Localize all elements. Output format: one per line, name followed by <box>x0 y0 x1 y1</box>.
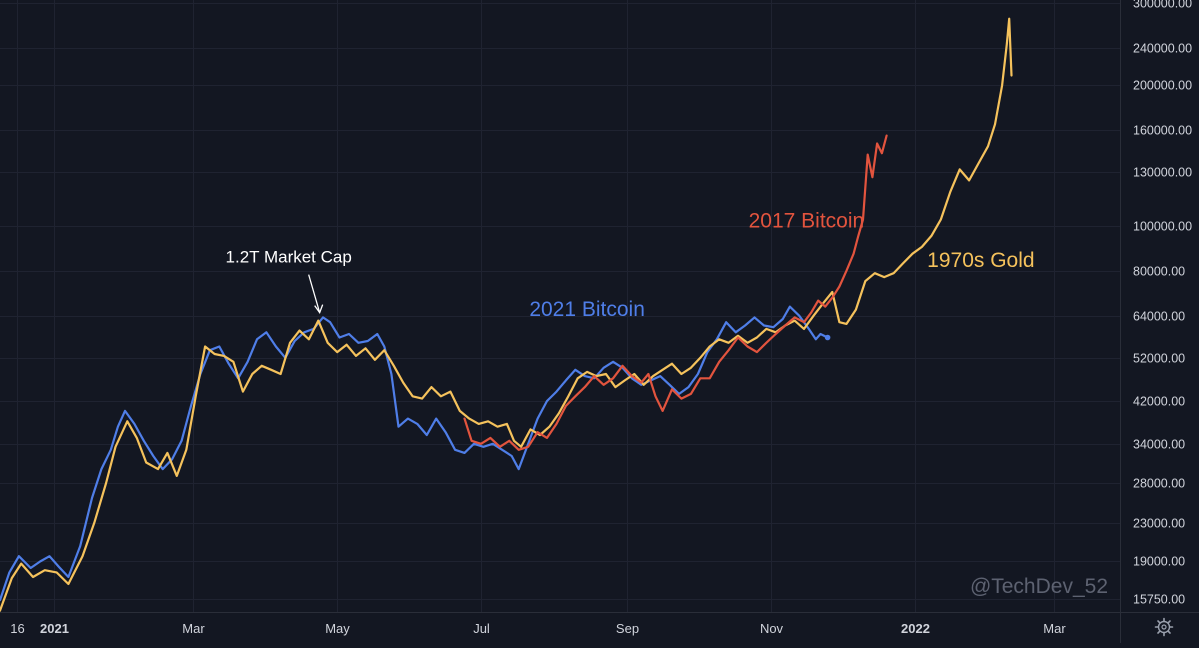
x-tick-label: 16 <box>10 621 24 636</box>
y-tick-label: 300000.00 <box>1133 0 1192 11</box>
x-tick-label: May <box>325 621 350 636</box>
y-tick-label: 130000.00 <box>1133 166 1192 180</box>
price-axis[interactable]: 300000.00 240000.00 200000.00 160000.00 1300… <box>1133 0 1192 607</box>
annotation-market-cap: 1.2T Market Cap <box>226 248 352 267</box>
y-tick-label: 15750.00 <box>1133 593 1185 607</box>
y-tick-label: 28000.00 <box>1133 477 1185 491</box>
watermark: @TechDev_52 <box>970 575 1108 598</box>
annotation-arrow <box>308 274 321 313</box>
x-tick-label: 2022 <box>901 621 930 636</box>
y-tick-label: 42000.00 <box>1133 395 1185 409</box>
y-tick-label: 80000.00 <box>1133 265 1185 279</box>
series-label-1970s-gold: 1970s Gold <box>927 249 1034 272</box>
y-tick-label: 23000.00 <box>1133 517 1185 531</box>
y-tick-label: 64000.00 <box>1133 310 1185 324</box>
y-tick-label: 34000.00 <box>1133 438 1185 452</box>
annotation-arrowhead <box>314 304 324 314</box>
gear-icon[interactable] <box>1154 617 1174 637</box>
y-tick-label: 19000.00 <box>1133 555 1185 569</box>
y-tick-label: 52000.00 <box>1133 352 1185 366</box>
x-tick-label: Jul <box>473 621 490 636</box>
y-tick-label: 100000.00 <box>1133 220 1192 234</box>
series-line-1970s-gold <box>0 17 1013 612</box>
y-tick-label: 160000.00 <box>1133 124 1192 138</box>
annotations: 1.2T Market Cap 2021 Bitcoin 2017 Bitcoin 1… <box>226 210 1035 321</box>
x-tick-label: Mar <box>182 621 205 636</box>
series-label-2017-bitcoin: 2017 Bitcoin <box>749 210 865 233</box>
series-line-2017-bitcoin <box>463 134 888 451</box>
x-tick-label: 2021 <box>40 621 69 636</box>
series-lines <box>0 17 1013 612</box>
x-tick-label: Sep <box>616 621 639 636</box>
y-tick-label: 240000.00 <box>1133 42 1192 56</box>
time-axis[interactable]: 16 2021 Mar May Jul Sep Nov 2022 Mar <box>10 621 1066 636</box>
series-end-marker <box>824 334 831 341</box>
y-tick-label: 200000.00 <box>1133 79 1192 93</box>
x-tick-label: Nov <box>760 621 784 636</box>
series-line-2021-bitcoin <box>0 305 829 602</box>
series-label-2021-bitcoin: 2021 Bitcoin <box>529 298 645 321</box>
x-tick-label: Mar <box>1043 621 1066 636</box>
